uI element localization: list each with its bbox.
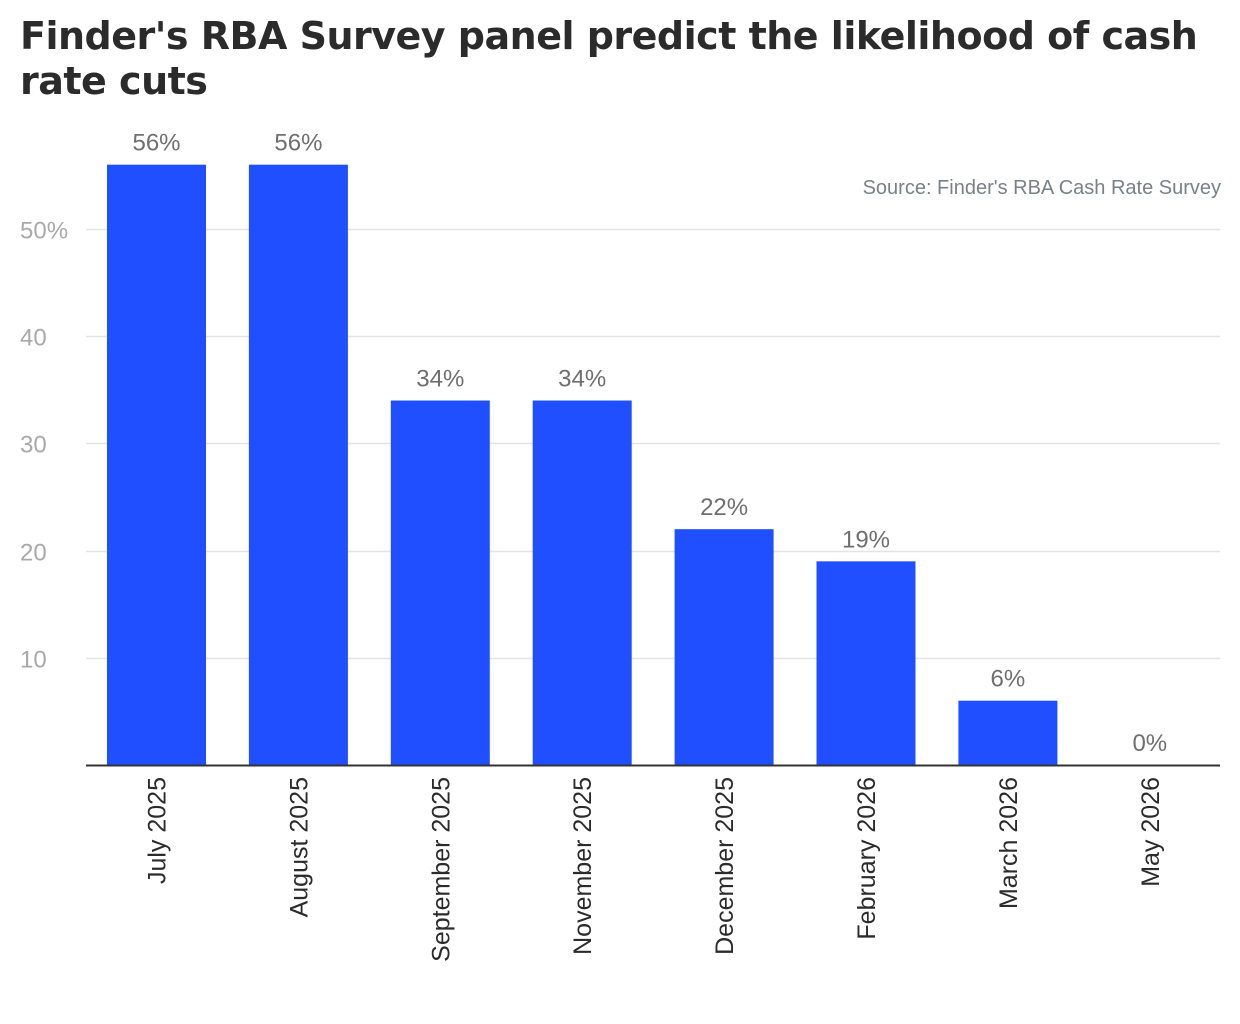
label-layer: 56% July 2025 56% August 2025 34% September 2…	[132, 130, 1167, 962]
data-label: 34%	[416, 366, 464, 393]
bar-layer	[107, 164, 1058, 765]
y-tick-label: 10	[20, 647, 47, 674]
data-label: 0%	[1132, 730, 1167, 757]
chart-title: Finder's RBA Survey panel predict the li…	[20, 14, 1198, 103]
x-tick-label: November 2025	[569, 777, 597, 955]
bar	[816, 561, 916, 765]
bar	[248, 164, 348, 765]
x-tick-label: September 2025	[427, 777, 455, 962]
data-label: 34%	[558, 366, 606, 393]
data-label: 56%	[132, 130, 180, 157]
source-note: Source: Finder's RBA Cash Rate Survey	[863, 177, 1221, 199]
bar	[532, 400, 632, 765]
y-tick-label: 40	[20, 325, 47, 352]
bar	[107, 164, 206, 765]
y-tick-label: 20	[20, 540, 47, 567]
data-label: 22%	[700, 494, 748, 521]
x-tick-label: July 2025	[144, 777, 172, 884]
x-tick-label: December 2025	[711, 777, 739, 955]
y-tick-label: 50%	[20, 218, 68, 245]
bar	[674, 529, 774, 765]
y-tick-label: 30	[20, 432, 47, 459]
bar	[390, 400, 490, 765]
data-label: 6%	[991, 666, 1026, 693]
data-label: 19%	[842, 526, 890, 553]
x-tick-label: March 2026	[995, 777, 1023, 909]
data-label: 56%	[274, 130, 322, 157]
x-tick-label: May 2026	[1137, 777, 1165, 887]
bar	[958, 700, 1058, 765]
x-tick-label: February 2026	[853, 777, 881, 940]
x-tick-label: August 2025	[285, 777, 313, 917]
